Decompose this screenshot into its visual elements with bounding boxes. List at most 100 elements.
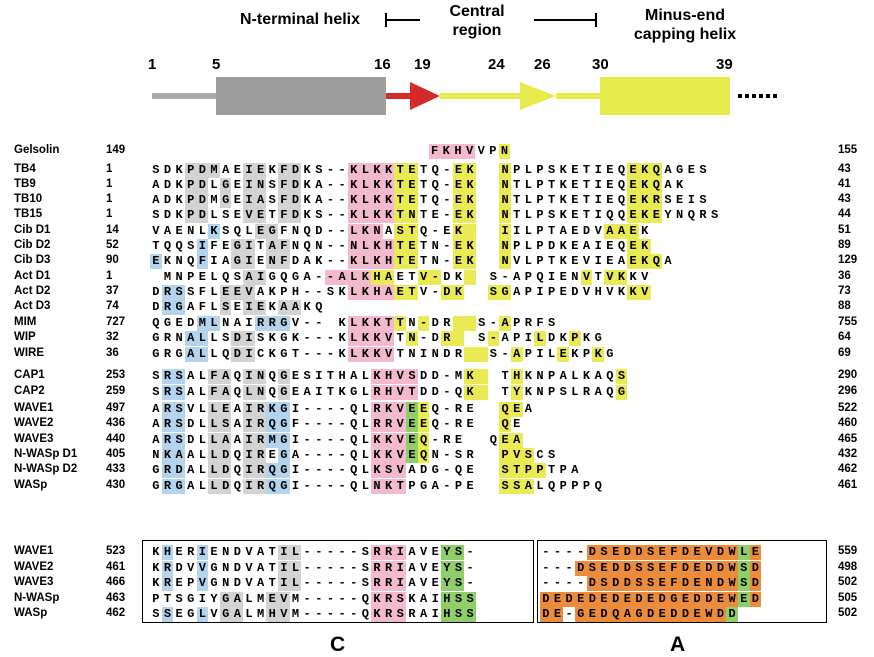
residue: K: [559, 163, 567, 177]
residue: P: [536, 208, 544, 222]
residue: -: [326, 193, 335, 207]
residue: -: [324, 270, 337, 285]
residue: D: [633, 592, 645, 607]
residue: -: [303, 576, 311, 590]
residue: H: [266, 607, 279, 622]
residue: S: [173, 285, 185, 300]
residue: V: [419, 285, 428, 299]
residue: T: [396, 347, 404, 361]
residue: -: [315, 463, 323, 477]
residue: L: [359, 254, 372, 269]
residue: [266, 144, 278, 159]
residue: G: [280, 331, 288, 345]
residue: E: [627, 163, 639, 178]
residue: N: [406, 331, 418, 346]
residue: M: [163, 270, 172, 284]
residue: A: [303, 270, 311, 284]
residue: K: [371, 254, 383, 269]
residue: D: [219, 463, 232, 478]
residue: A: [163, 224, 172, 238]
end-residue: 559: [838, 545, 858, 557]
residue: -: [350, 592, 358, 606]
residue: -: [326, 208, 335, 222]
residue: E: [406, 402, 418, 417]
residue: L: [361, 385, 369, 399]
residue: S: [644, 545, 657, 560]
residue: -: [443, 178, 451, 192]
residue: Q: [152, 316, 160, 330]
residue: R: [371, 545, 383, 560]
residue: L: [524, 163, 532, 177]
residue: D: [163, 208, 172, 222]
protein-name: WAVE1: [14, 402, 54, 414]
residue: M: [208, 163, 220, 178]
residue: I: [499, 224, 511, 239]
residue: E: [431, 576, 439, 590]
residue: G: [163, 316, 172, 330]
residue: Q: [650, 163, 663, 178]
residue: Q: [617, 193, 626, 207]
residue: [650, 144, 662, 159]
residue: T: [291, 347, 300, 361]
residue: A: [254, 193, 267, 208]
residue: A: [173, 448, 185, 463]
residue: T: [419, 239, 428, 253]
residue: E: [559, 270, 567, 284]
residue: E: [452, 178, 465, 193]
residue: S: [173, 369, 185, 384]
residue: S: [633, 576, 645, 591]
residue: D: [196, 163, 209, 178]
residue: K: [524, 385, 532, 399]
residue: K: [559, 239, 567, 253]
residue: I: [243, 254, 255, 269]
residue: P: [408, 479, 416, 493]
residue: K: [268, 331, 276, 345]
residue: Y: [664, 208, 672, 222]
residue: R: [408, 607, 416, 621]
residue: -: [303, 417, 311, 431]
residue: [673, 144, 685, 159]
end-residue: 498: [838, 561, 858, 573]
residue: V: [196, 576, 209, 591]
protein-name: WAVE3: [14, 576, 54, 588]
residue: [464, 270, 476, 285]
residue: T: [394, 479, 407, 494]
start-residue: 727: [106, 316, 126, 328]
residue: F: [278, 254, 290, 269]
residue: T: [326, 385, 335, 399]
residue: A: [222, 254, 230, 268]
residue: R: [161, 479, 174, 494]
residue: K: [676, 178, 684, 192]
residue: R: [161, 369, 174, 384]
residue: Q: [617, 208, 626, 222]
residue: K: [338, 316, 346, 330]
residue: G: [574, 607, 587, 622]
residue: R: [382, 592, 395, 607]
residue: L: [210, 270, 218, 284]
protein-name: Act D1: [14, 270, 51, 282]
residue: M: [210, 193, 218, 207]
residue: E: [406, 163, 418, 178]
residue: D: [289, 208, 302, 223]
residue: H: [382, 369, 395, 384]
residue: F: [278, 178, 290, 193]
residue: G: [219, 607, 232, 622]
residue: A: [231, 592, 244, 607]
residue: Q: [350, 433, 358, 447]
residue: E: [431, 545, 439, 559]
residue: L: [571, 369, 579, 383]
residue: I: [594, 239, 602, 253]
residue: L: [289, 545, 302, 560]
residue: C: [536, 448, 544, 462]
residue: Q: [303, 224, 311, 238]
residue: I: [291, 433, 300, 447]
residue: [277, 144, 289, 159]
residue: [476, 285, 488, 300]
residue: D: [443, 347, 451, 361]
residue: -: [315, 607, 323, 621]
residue: -: [350, 545, 358, 559]
residue: S: [598, 545, 610, 560]
residue: -: [315, 433, 323, 447]
end-residue: 69: [838, 347, 851, 359]
